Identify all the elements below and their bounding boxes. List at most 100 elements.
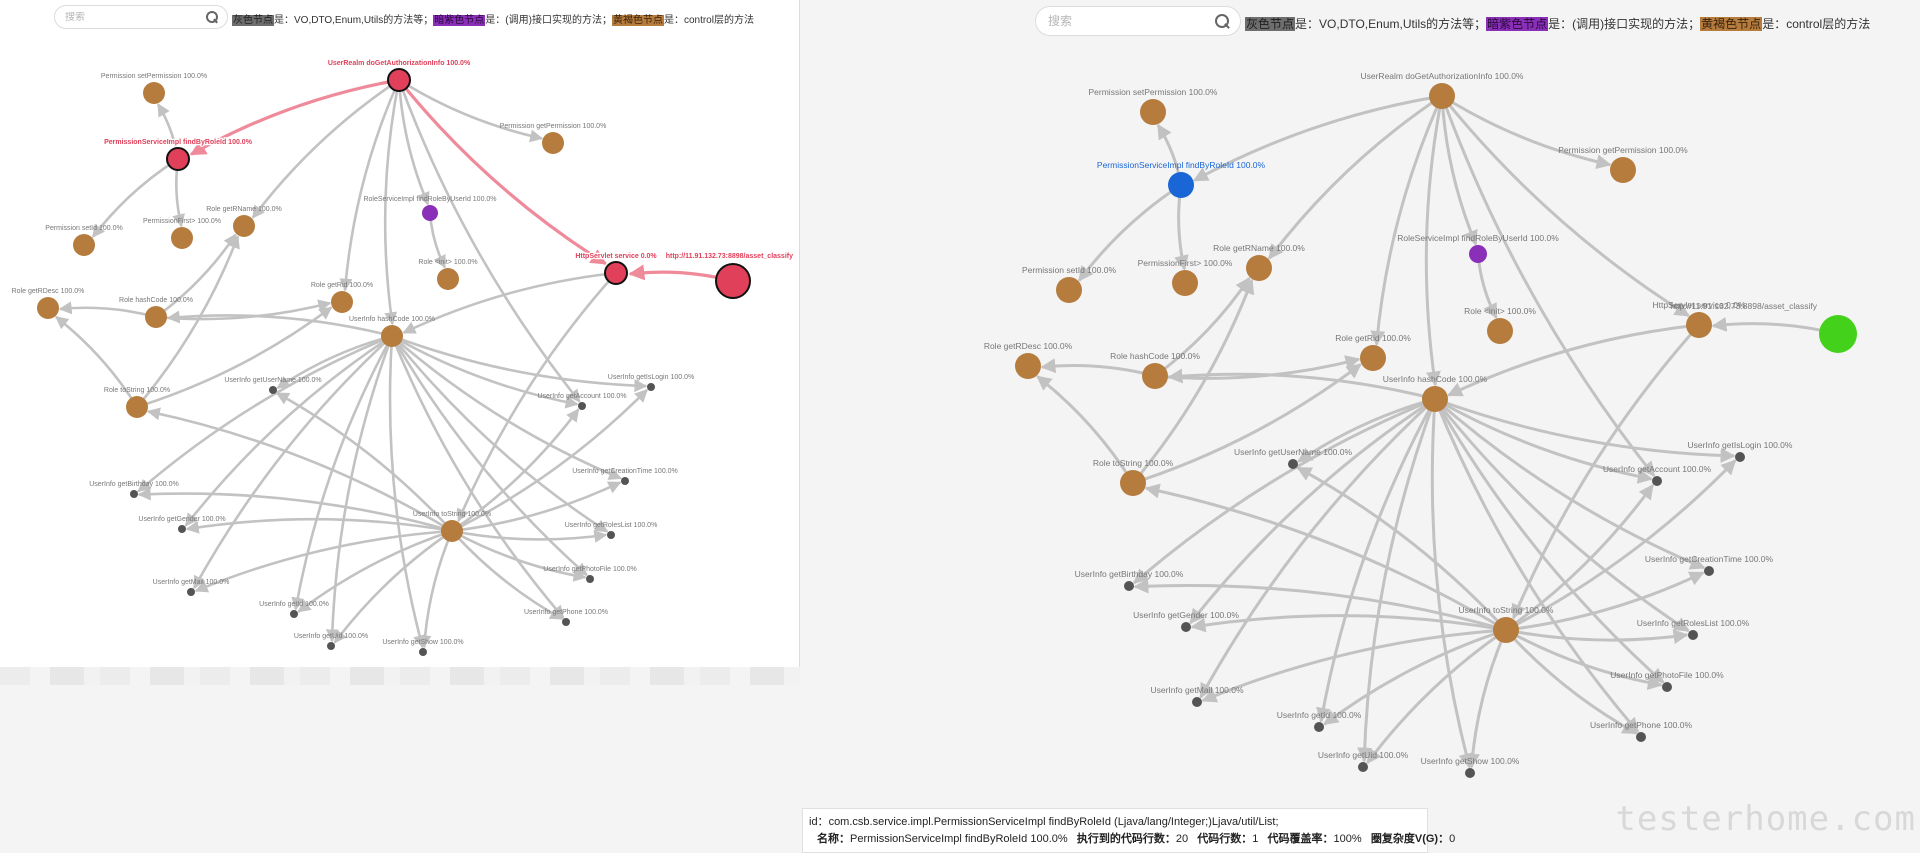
search-input[interactable] xyxy=(1048,14,1214,28)
node-circle[interactable] xyxy=(1360,345,1386,371)
node-circle[interactable] xyxy=(1124,581,1134,591)
node-ui-get-gender[interactable]: UserInfo getGender 100.0% xyxy=(138,516,226,533)
node-circle[interactable] xyxy=(37,297,59,319)
node-http-service[interactable]: HttpServlet service 0.0% xyxy=(1652,300,1746,338)
node-circle[interactable] xyxy=(1662,682,1672,692)
node-circle[interactable] xyxy=(290,610,298,618)
node-ui-get-id[interactable]: UserInfo getId 100.0% xyxy=(259,601,329,618)
node-circle[interactable] xyxy=(130,490,138,498)
node-ui-get-uid[interactable]: UserInfo getUid 100.0% xyxy=(1318,750,1409,772)
node-circle[interactable] xyxy=(331,291,353,313)
node-ui-get-mail[interactable]: UserInfo getMail 100.0% xyxy=(153,579,230,596)
node-url[interactable]: http://11.91.132.73:8898/asset_classify xyxy=(1670,301,1857,353)
node-ui-get-photo-file[interactable]: UserInfo getPhotoFile 100.0% xyxy=(1610,670,1724,692)
node-perm-first[interactable]: PermissionFirst> 100.0% xyxy=(143,218,221,249)
node-circle[interactable] xyxy=(542,132,564,154)
node-circle[interactable] xyxy=(1140,99,1166,125)
node-role-init[interactable]: Role <init> 100.0% xyxy=(1464,306,1536,344)
node-circle[interactable] xyxy=(145,306,167,328)
node-get-perm[interactable]: Permission getPermission 100.0% xyxy=(1558,145,1688,183)
node-ui-get-phone[interactable]: UserInfo getPhone 100.0% xyxy=(1590,720,1693,742)
node-circle[interactable] xyxy=(419,648,427,656)
node-role-get-rid[interactable]: Role getRid 100.0% xyxy=(1335,333,1411,371)
node-find-role-by-user[interactable]: RoleServiceImpl findRoleByUserId 100.0% xyxy=(363,196,497,221)
node-circle[interactable] xyxy=(387,68,411,92)
node-circle[interactable] xyxy=(607,531,615,539)
search-icon[interactable] xyxy=(205,10,219,24)
node-role-hash[interactable]: Role hashCode 100.0% xyxy=(1110,351,1200,389)
node-circle[interactable] xyxy=(1172,270,1198,296)
node-circle[interactable] xyxy=(1168,172,1194,198)
node-do-get-auth[interactable]: UserRealm doGetAuthorizationInfo 100.0% xyxy=(1360,71,1524,109)
node-circle[interactable] xyxy=(1652,476,1662,486)
node-ui-get-mail[interactable]: UserInfo getMail 100.0% xyxy=(1150,685,1244,707)
node-circle[interactable] xyxy=(1487,318,1513,344)
node-ui-get-birthday[interactable]: UserInfo getBirthday 100.0% xyxy=(89,481,179,498)
node-ui-get-login[interactable]: UserInfo getIsLogin 100.0% xyxy=(608,374,694,391)
node-get-r-name[interactable]: Role getRName 100.0% xyxy=(1213,243,1305,281)
node-circle[interactable] xyxy=(233,215,255,237)
node-ui-get-birthday[interactable]: UserInfo getBirthday 100.0% xyxy=(1075,569,1184,591)
node-circle[interactable] xyxy=(621,477,629,485)
node-circle[interactable] xyxy=(1688,630,1698,640)
node-circle[interactable] xyxy=(269,386,277,394)
node-circle[interactable] xyxy=(73,234,95,256)
node-circle[interactable] xyxy=(1142,363,1168,389)
node-circle[interactable] xyxy=(381,325,403,347)
node-circle[interactable] xyxy=(1314,722,1324,732)
node-ui-get-id[interactable]: UserInfo getId 100.0% xyxy=(1277,710,1362,732)
node-ui-get-creation[interactable]: UserInfo getCreationTime 100.0% xyxy=(572,468,678,485)
node-circle[interactable] xyxy=(1246,255,1272,281)
node-ui-to-string[interactable]: UserInfo toString 100.0% xyxy=(1459,605,1554,643)
node-circle[interactable] xyxy=(1056,277,1082,303)
node-circle[interactable] xyxy=(1493,617,1519,643)
search-icon[interactable] xyxy=(1214,13,1230,29)
node-circle[interactable] xyxy=(166,147,190,171)
node-circle[interactable] xyxy=(578,402,586,410)
node-role-init[interactable]: Role <init> 100.0% xyxy=(418,259,478,290)
node-circle[interactable] xyxy=(1610,157,1636,183)
node-circle[interactable] xyxy=(1465,768,1475,778)
node-circle[interactable] xyxy=(178,525,186,533)
node-circle[interactable] xyxy=(422,205,438,221)
node-ui-get-user-name[interactable]: UserInfo getUserName 100.0% xyxy=(1234,447,1353,469)
node-get-r-desc[interactable]: Role getRDesc 100.0% xyxy=(12,288,85,319)
node-ui-get-photo-file[interactable]: UserInfo getPhotoFile 100.0% xyxy=(543,566,637,583)
search-input[interactable] xyxy=(65,11,205,23)
node-ui-get-phone[interactable]: UserInfo getPhone 100.0% xyxy=(524,609,608,626)
node-circle[interactable] xyxy=(1686,312,1712,338)
node-circle[interactable] xyxy=(647,383,655,391)
node-perm-first[interactable]: PermissionFirst> 100.0% xyxy=(1138,258,1233,296)
node-ui-hash[interactable]: UserInfo hashCode 100.0% xyxy=(1383,374,1488,412)
node-circle[interactable] xyxy=(562,618,570,626)
node-ui-get-roles-list[interactable]: UserInfo getRolesList 100.0% xyxy=(1637,618,1750,640)
node-set-id[interactable]: Permission setId 100.0% xyxy=(45,225,123,256)
node-get-r-desc[interactable]: Role getRDesc 100.0% xyxy=(984,341,1073,379)
node-ui-get-account[interactable]: UserInfo getAccount 100.0% xyxy=(1603,464,1712,486)
node-ui-get-creation[interactable]: UserInfo getCreationTime 100.0% xyxy=(1645,554,1774,576)
node-set-perm[interactable]: Permission setPermission 100.0% xyxy=(1089,87,1218,125)
node-get-r-name[interactable]: Role getRName 100.0% xyxy=(206,206,282,237)
node-role-get-rid[interactable]: Role getRid 100.0% xyxy=(311,282,373,313)
node-circle[interactable] xyxy=(126,396,148,418)
node-ui-get-login[interactable]: UserInfo getIsLogin 100.0% xyxy=(1688,440,1793,462)
node-circle[interactable] xyxy=(1469,245,1487,263)
node-ui-get-account[interactable]: UserInfo getAccount 100.0% xyxy=(537,393,627,410)
node-url[interactable]: http://11.91.132.73:8898/asset_classify xyxy=(664,252,794,299)
node-circle[interactable] xyxy=(327,642,335,650)
node-find-by-role-id[interactable]: PermissionServiceImpl findByRoleId 100.0… xyxy=(1097,160,1266,198)
node-circle[interactable] xyxy=(437,268,459,290)
node-ui-get-roles-list[interactable]: UserInfo getRolesList 100.0% xyxy=(565,522,658,539)
node-ui-get-user-name[interactable]: UserInfo getUserName 100.0% xyxy=(224,377,322,394)
node-set-id[interactable]: Permission setId 100.0% xyxy=(1022,265,1116,303)
node-circle[interactable] xyxy=(1015,353,1041,379)
node-circle[interactable] xyxy=(1422,386,1448,412)
node-circle[interactable] xyxy=(1636,732,1646,742)
node-circle[interactable] xyxy=(604,261,628,285)
node-do-get-auth[interactable]: UserRealm doGetAuthorizationInfo 100.0% xyxy=(327,59,472,92)
node-get-perm[interactable]: Permission getPermission 100.0% xyxy=(500,123,607,154)
node-circle[interactable] xyxy=(171,227,193,249)
node-circle[interactable] xyxy=(1192,697,1202,707)
node-ui-get-uid[interactable]: UserInfo getUid 100.0% xyxy=(294,633,368,650)
node-circle[interactable] xyxy=(187,588,195,596)
